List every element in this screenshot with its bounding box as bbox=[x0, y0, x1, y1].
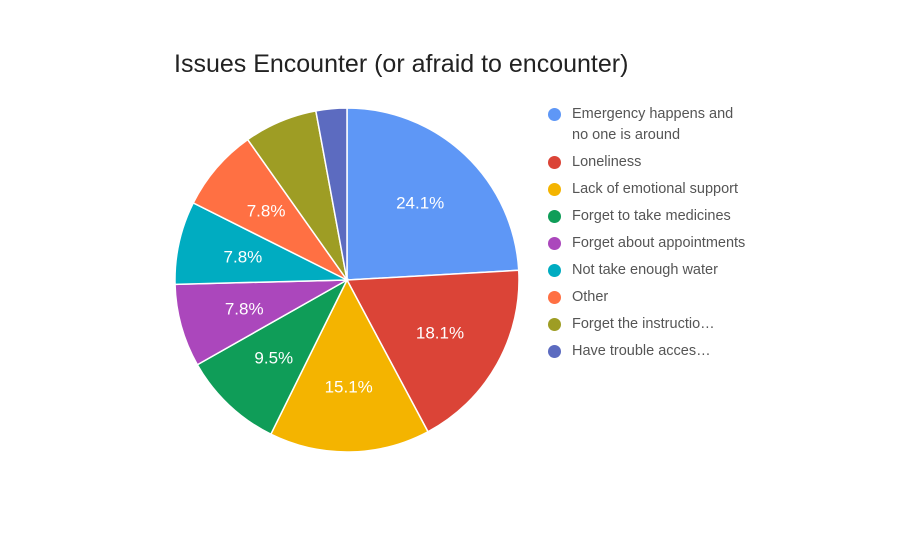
pie-slice[interactable] bbox=[196, 278, 349, 436]
legend-label: Forget the instructio… bbox=[572, 316, 715, 332]
legend-swatch bbox=[548, 156, 561, 169]
legend-swatch bbox=[548, 318, 561, 331]
pie-slice[interactable] bbox=[314, 107, 348, 281]
legend-item[interactable]: Emergency happens and no one is around bbox=[548, 104, 748, 146]
legend-item[interactable]: Not take enough water bbox=[548, 260, 748, 281]
legend-swatch bbox=[548, 210, 561, 223]
legend-item[interactable]: Forget to take medicines bbox=[548, 206, 748, 227]
slice-data-label: 9.5% bbox=[254, 349, 293, 368]
legend-label: Other bbox=[572, 289, 609, 305]
legend-label: Not take enough water bbox=[572, 262, 718, 278]
legend-swatch bbox=[548, 345, 561, 358]
pie-slice[interactable] bbox=[269, 278, 429, 453]
pie-slice[interactable] bbox=[346, 107, 520, 281]
legend-item[interactable]: Lack of emotional support bbox=[548, 179, 748, 200]
slice-data-label: 7.8% bbox=[247, 202, 286, 221]
legend-label: Have trouble acces… bbox=[572, 343, 711, 359]
chart-title: Issues Encounter (or afraid to encounter… bbox=[174, 50, 629, 78]
legend-swatch bbox=[548, 264, 561, 277]
legend-label: Forget about appointments bbox=[572, 235, 746, 251]
slice-data-label: 15.1% bbox=[325, 378, 373, 397]
slice-data-label: 24.1% bbox=[396, 194, 444, 213]
legend-item[interactable]: Have trouble acces… bbox=[548, 341, 748, 362]
legend-label: Forget to take medicines bbox=[572, 208, 731, 224]
slice-data-label: 18.1% bbox=[416, 323, 464, 342]
legend-swatch bbox=[548, 183, 561, 196]
legend-label: Loneliness bbox=[572, 154, 642, 170]
legend-item[interactable]: Forget about appointments bbox=[548, 233, 748, 254]
legend-swatch bbox=[548, 108, 561, 121]
legend-label: Emergency happens and no one is around bbox=[572, 106, 734, 143]
legend-item[interactable]: Forget the instructio… bbox=[548, 314, 748, 335]
legend-swatch bbox=[548, 291, 561, 304]
legend-label: Lack of emotional support bbox=[572, 181, 739, 197]
legend-swatch bbox=[548, 237, 561, 250]
slice-data-label: 7.8% bbox=[225, 300, 264, 319]
legend-item[interactable]: Loneliness bbox=[548, 152, 748, 173]
legend: Emergency happens and no one is around Lo… bbox=[548, 104, 748, 368]
slice-data-label: 7.8% bbox=[224, 248, 263, 267]
legend-item[interactable]: Other bbox=[548, 287, 748, 308]
pie-slice[interactable] bbox=[345, 269, 520, 433]
